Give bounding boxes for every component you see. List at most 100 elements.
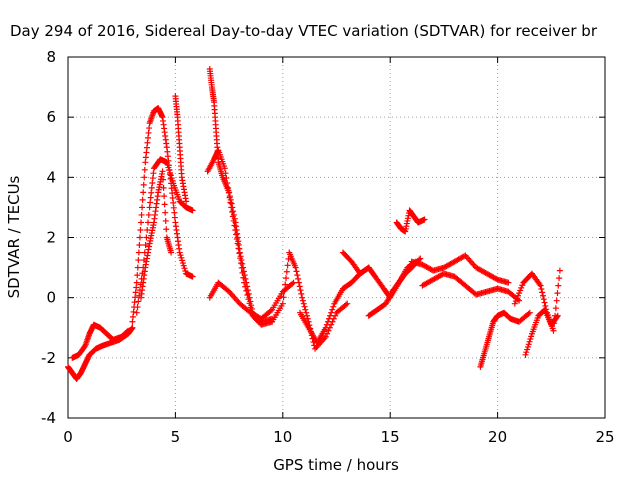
data-point (134, 304, 141, 311)
data-point (237, 255, 244, 262)
data-point (539, 292, 546, 299)
data-point (161, 201, 168, 208)
data-point (135, 249, 142, 256)
data-point (555, 282, 562, 289)
series-arc-17h (408, 252, 512, 286)
data-point (267, 307, 274, 314)
data-point (550, 327, 557, 334)
data-point (240, 274, 247, 281)
data-point (247, 304, 254, 311)
data-point (538, 286, 545, 293)
data-point (554, 312, 561, 319)
data-point (322, 324, 329, 331)
data-point (232, 226, 239, 233)
data-point (328, 309, 335, 316)
y-tick-label: 6 (46, 108, 56, 126)
data-point (236, 250, 243, 257)
data-point (515, 292, 522, 299)
data-point (168, 175, 175, 182)
data-point (164, 161, 171, 168)
data-point (229, 208, 236, 215)
axis-ticks: 0 5 10 15 20 25 -4 -2 0 2 4 6 8 (41, 48, 615, 446)
data-point (525, 341, 532, 348)
data-point (134, 264, 141, 271)
data-point (139, 196, 146, 203)
y-tick-label: -2 (41, 349, 56, 367)
data-point (282, 281, 289, 288)
series-arc-18h (419, 270, 523, 304)
data-point (137, 226, 144, 233)
data-point (524, 343, 531, 350)
data-point (527, 336, 534, 343)
data-point (183, 198, 190, 205)
data-point (228, 204, 235, 211)
data-point (234, 240, 241, 247)
x-tick-label: 5 (171, 428, 181, 446)
data-point (224, 179, 231, 186)
data-point (133, 309, 140, 316)
data-point (138, 211, 145, 218)
data-point (244, 292, 251, 299)
data-point (163, 226, 170, 233)
data-point (553, 313, 560, 320)
data-point (160, 184, 167, 191)
y-tick-label: -4 (41, 409, 56, 427)
series-arc-21h-low (522, 306, 561, 358)
data-point (140, 189, 147, 196)
data-point (221, 165, 228, 172)
x-tick-label: 25 (595, 428, 614, 446)
x-tick-label: 20 (488, 428, 507, 446)
data-point (141, 166, 148, 173)
data-point (225, 189, 232, 196)
data-point (296, 283, 303, 290)
data-point (524, 346, 531, 353)
data-point (167, 169, 174, 176)
data-point (292, 264, 299, 271)
data-point (344, 300, 351, 307)
data-point (161, 193, 168, 200)
series-arc-12h (296, 264, 372, 346)
data-point (138, 219, 145, 226)
data-point (235, 245, 242, 252)
data-point (177, 252, 184, 259)
data-point (168, 249, 175, 256)
data-points (65, 66, 563, 382)
data-point (421, 216, 428, 223)
data-point (167, 172, 174, 179)
data-point (225, 184, 232, 191)
data-point (513, 295, 520, 302)
series-arc-7h-low (206, 279, 297, 322)
data-point (279, 300, 286, 307)
data-point (176, 249, 183, 256)
data-point (162, 209, 169, 216)
data-point (145, 219, 152, 226)
data-point (135, 257, 142, 264)
data-point (179, 260, 186, 267)
series-arc-third (138, 168, 175, 301)
chart-title: Day 294 of 2016, Sidereal Day-to-day VTE… (10, 22, 598, 40)
data-point (525, 310, 532, 317)
data-point (493, 275, 500, 282)
data-point (143, 234, 150, 241)
data-point (519, 282, 526, 289)
data-point (511, 300, 518, 307)
data-point (81, 343, 88, 350)
x-axis-label: GPS time / hours (273, 456, 399, 474)
data-point (300, 300, 307, 307)
data-point (129, 324, 136, 331)
data-point (246, 300, 253, 307)
data-point (284, 262, 291, 269)
data-point (245, 296, 252, 303)
data-point (141, 174, 148, 181)
data-point (144, 226, 151, 233)
data-point (518, 284, 525, 291)
data-point (512, 298, 519, 305)
data-point (242, 283, 249, 290)
series-arc-early-mid (69, 321, 132, 361)
data-point (181, 265, 188, 272)
data-point (540, 296, 547, 303)
data-point (554, 290, 561, 297)
data-point (522, 351, 529, 358)
data-point (528, 333, 535, 340)
data-point (556, 267, 563, 274)
